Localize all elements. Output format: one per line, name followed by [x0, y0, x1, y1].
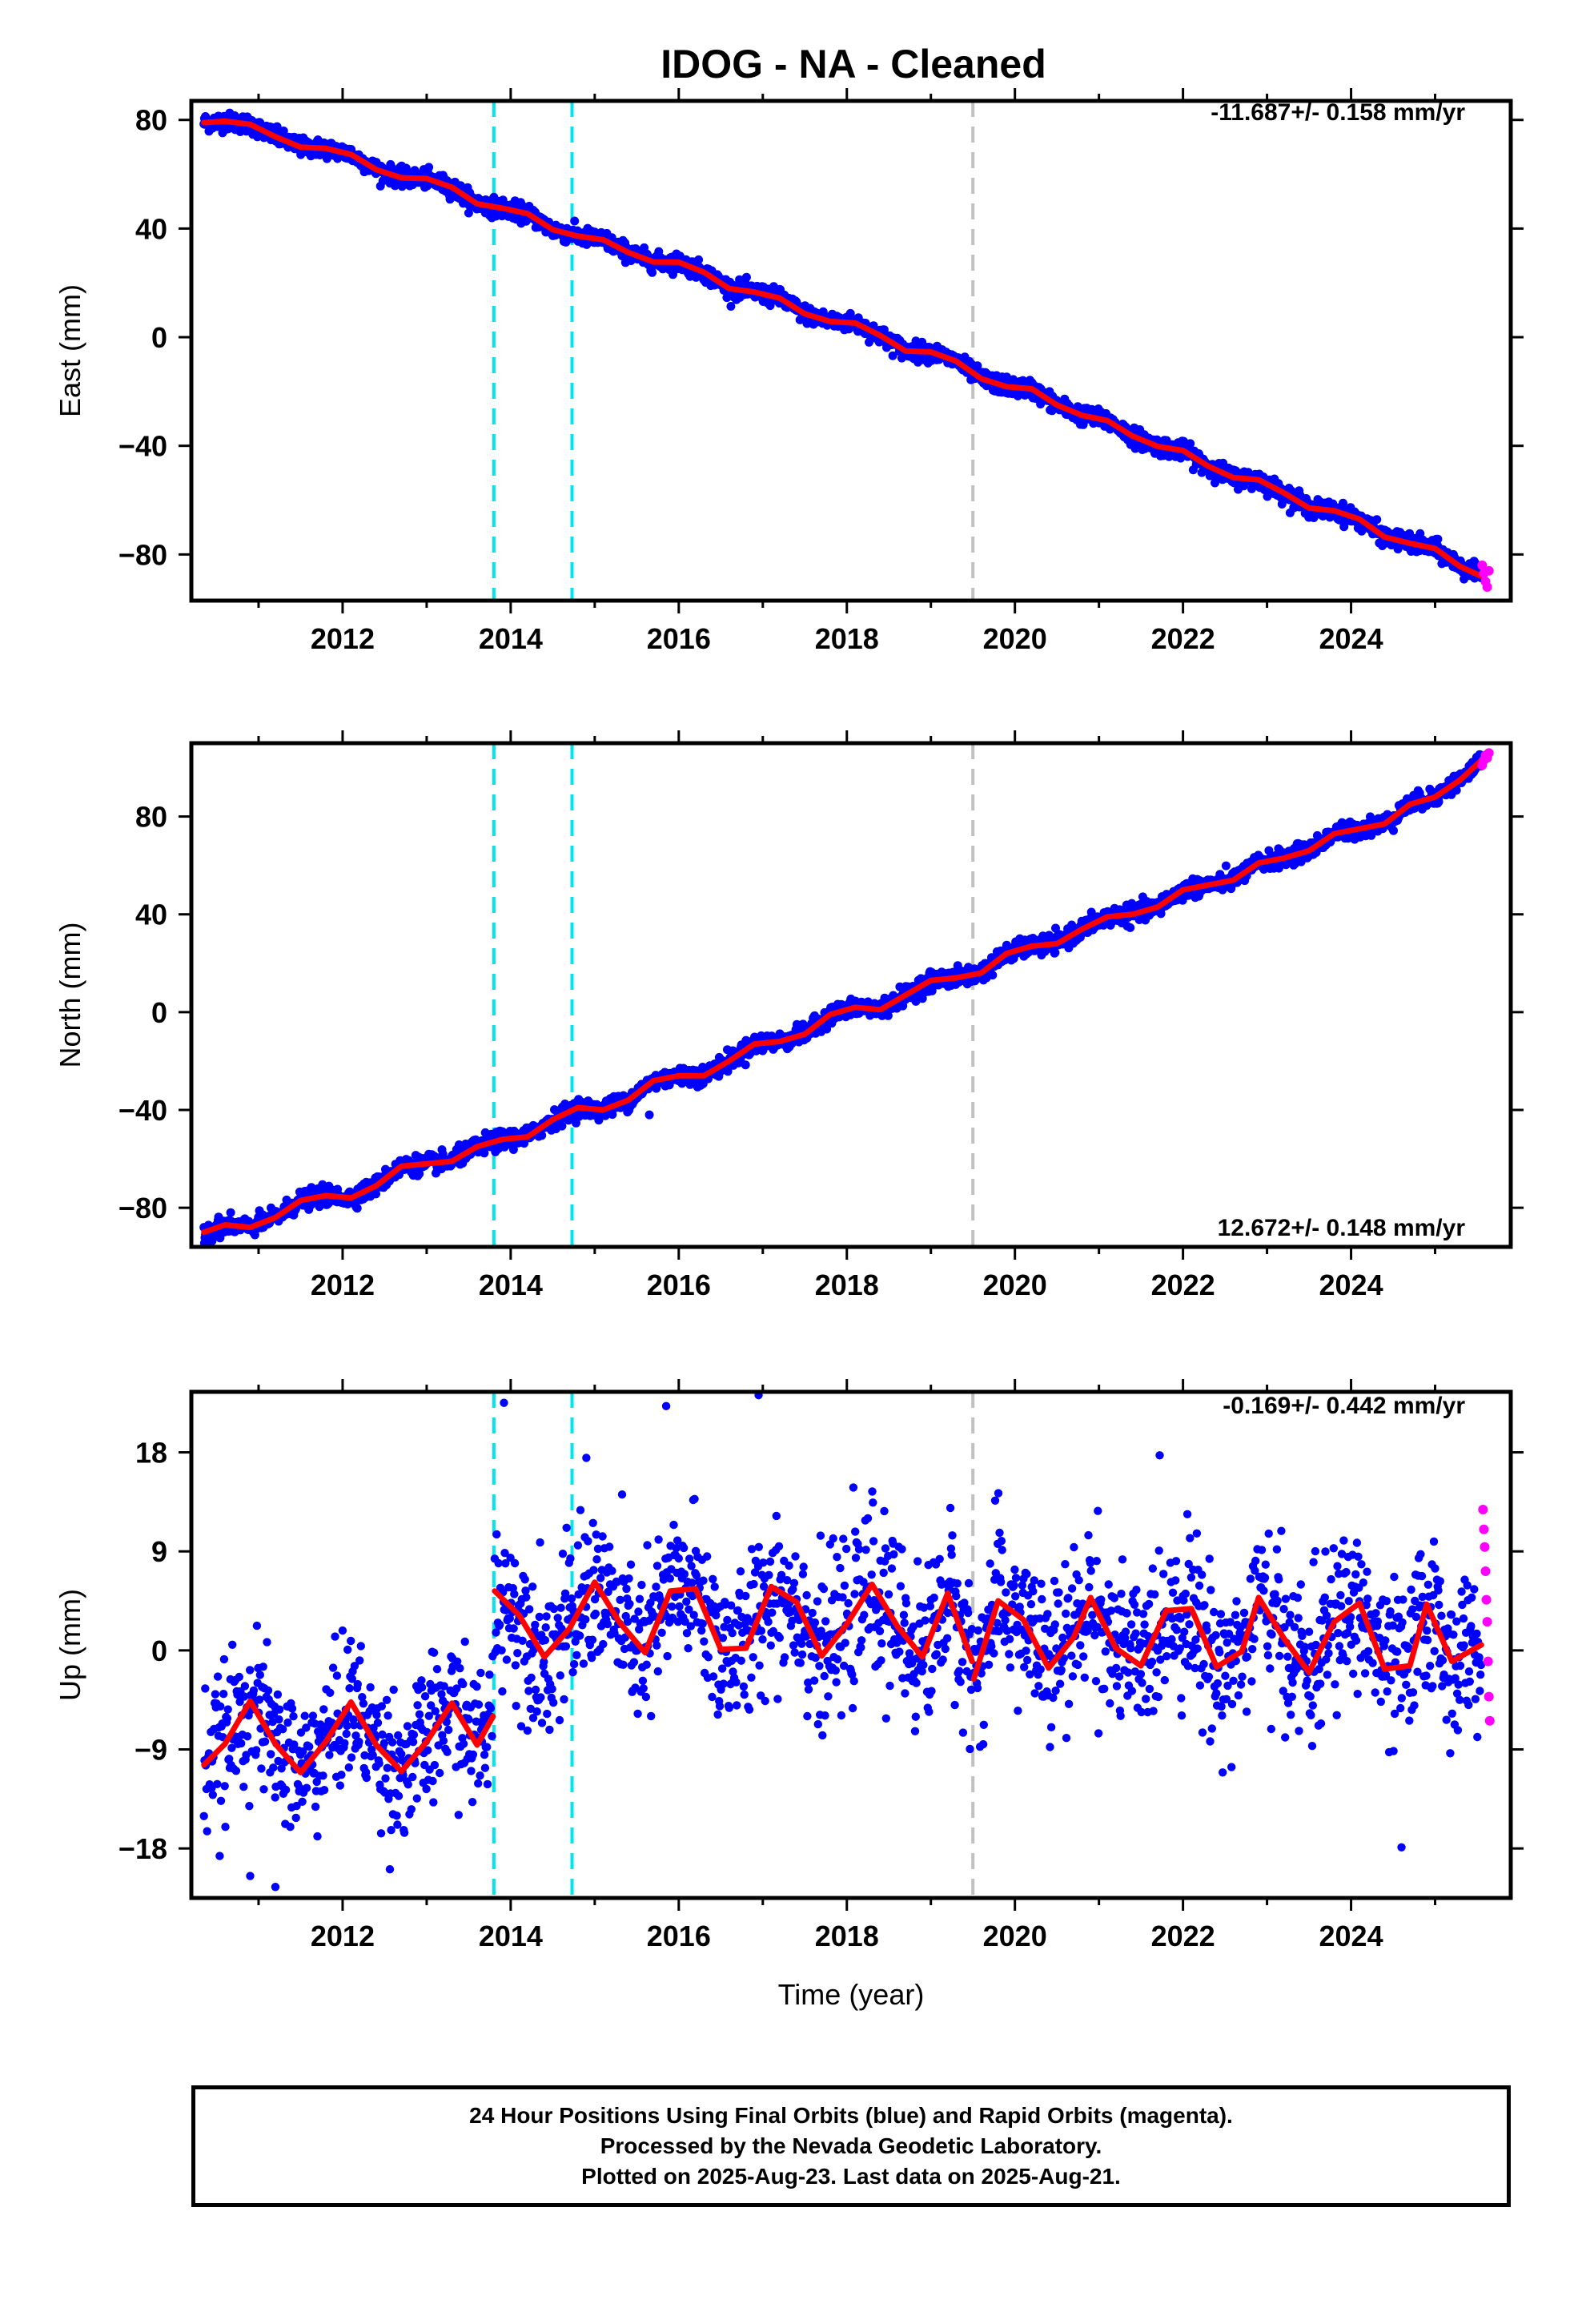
y-tick-label: 0	[151, 321, 167, 354]
final-orbit-point	[1389, 826, 1398, 835]
velocity-annotation: -11.687+/- 0.158 mm/yr	[1211, 99, 1465, 126]
x-tick-label: 2014	[479, 622, 543, 655]
rapid-orbit-point	[1482, 582, 1492, 593]
y-tick-label: 80	[135, 104, 167, 137]
y-tick-label: 40	[135, 212, 167, 245]
final-orbit-point	[557, 1121, 567, 1131]
final-orbit-points	[199, 108, 1486, 584]
final-orbit-point	[1221, 861, 1231, 870]
final-orbit-point	[1086, 907, 1096, 917]
final-orbit-point	[822, 1024, 832, 1034]
final-orbit-point	[537, 1131, 547, 1140]
final-orbit-point	[424, 163, 434, 172]
final-orbit-point	[1339, 498, 1347, 508]
final-orbit-point	[1339, 522, 1349, 532]
rapid-orbit-point	[1484, 565, 1494, 576]
plot-area	[199, 743, 1494, 1247]
y-tick-label: −80	[118, 538, 167, 571]
final-orbit-point	[570, 216, 580, 226]
final-orbit-point	[279, 127, 288, 135]
final-orbit-point	[250, 1230, 259, 1240]
final-orbit-point	[415, 1169, 424, 1179]
final-orbit-point	[988, 971, 998, 980]
final-orbit-point	[648, 267, 657, 277]
final-orbit-point	[352, 1204, 362, 1213]
final-orbit-point	[1050, 948, 1060, 957]
final-orbit-point	[508, 1145, 518, 1154]
final-orbit-point	[865, 337, 873, 347]
model-fit-line	[201, 118, 1484, 579]
final-orbit-point	[1051, 923, 1060, 933]
east-panel: 2012 2014 2016 2018 2020 2022 2024 −80 −40 0 40 80 E…	[54, 88, 1524, 655]
plot-area	[199, 101, 1494, 601]
final-orbit-point	[226, 1208, 235, 1217]
final-orbit-point	[917, 994, 927, 1003]
x-tick-label: 2024	[1319, 622, 1383, 655]
final-orbit-point	[445, 195, 455, 204]
final-orbit-point	[1372, 515, 1382, 525]
y-axis-label: East (mm)	[54, 284, 86, 417]
final-orbit-point	[883, 1011, 893, 1020]
final-orbit-point	[1126, 923, 1135, 932]
x-tick-label: 2016	[647, 622, 711, 655]
figure-title: IDOG - NA - Cleaned	[661, 42, 1046, 86]
rapid-orbit-points	[1477, 560, 1494, 593]
final-orbit-point	[726, 302, 736, 311]
final-orbit-point	[1186, 439, 1195, 448]
x-tick-label: 2022	[1151, 622, 1215, 655]
final-orbit-point	[741, 272, 751, 282]
final-orbit-point	[272, 122, 282, 131]
final-orbit-point	[694, 255, 704, 264]
final-orbit-point	[741, 1060, 750, 1070]
final-orbit-point	[464, 208, 473, 218]
north-panel: 2012 2014 2016 2018 2020 2022 2024−80−4004080N…	[54, 730, 1524, 1301]
x-tick-label: 2020	[983, 622, 1047, 655]
x-tick-label: 2018	[815, 622, 879, 655]
final-orbit-point	[911, 996, 921, 1006]
final-orbit-point	[371, 1189, 380, 1199]
rapid-orbit-point	[1477, 560, 1488, 570]
final-orbit-point	[1433, 534, 1443, 544]
final-orbit-point	[723, 1067, 733, 1076]
final-orbit-point	[888, 351, 897, 360]
final-orbit-point	[845, 308, 855, 318]
x-tick-label: 2012	[311, 622, 375, 655]
plot-frame	[189, 99, 1513, 603]
y-tick-label: −40	[118, 430, 167, 463]
